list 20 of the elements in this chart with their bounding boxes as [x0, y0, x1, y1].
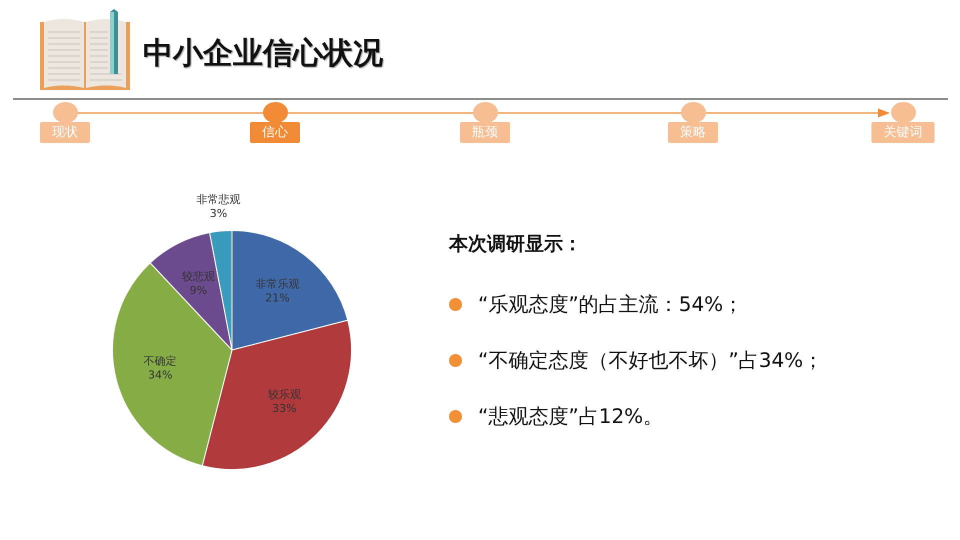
text: 现状 — [40, 122, 90, 143]
text: “乐观态度”的占主流：54%； — [478, 291, 744, 318]
text: 策略 — [668, 122, 718, 143]
data-label: 21% — [265, 291, 290, 304]
text: 本次调研显示： — [449, 232, 582, 257]
data-label: 33% — [272, 402, 297, 416]
slice-label: 不确定 — [144, 354, 177, 368]
data-label: 34% — [148, 368, 172, 382]
slice-label: 较悲观 — [182, 270, 215, 283]
chart-title: 中小企业信心状况 — [143, 36, 383, 72]
slice-label: 非常乐观 — [255, 277, 300, 290]
text: 瓶颈 — [460, 122, 510, 143]
text: “悲观态度”占12%。 — [478, 403, 664, 430]
text: 信心 — [250, 122, 300, 143]
slice-label: 较乐观 — [268, 388, 301, 402]
data-label: 3% — [210, 206, 228, 220]
text: 关键词 — [872, 122, 934, 143]
text: “不确定态度（不好也不坏）”占34%； — [478, 347, 824, 374]
slice-label: 非常悲观 — [196, 192, 240, 206]
data-label: 9% — [190, 284, 208, 297]
